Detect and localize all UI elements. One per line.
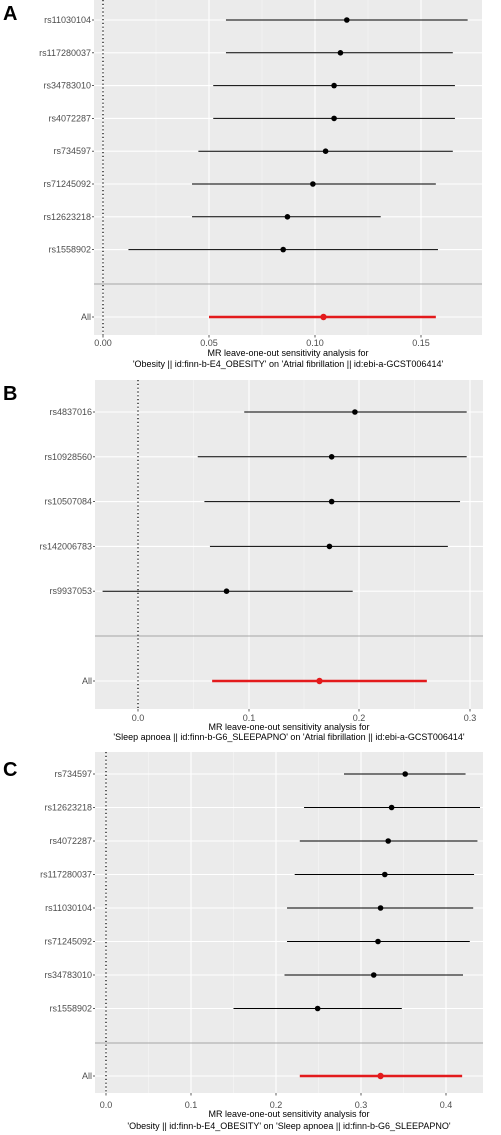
- x-tick-label: 0.4: [440, 1100, 453, 1110]
- forest-panel-c: rs734597 rs12623218 rs4072287 rs117280037 rs…: [3, 752, 483, 1131]
- plot-background: [95, 380, 483, 709]
- overall-label: All: [82, 676, 92, 686]
- estimate-point: [377, 905, 384, 911]
- plot-background: [95, 752, 483, 1093]
- x-tick-label: 0.1: [185, 1100, 198, 1110]
- estimate-point: [314, 1005, 321, 1012]
- snp-label: rs34783010: [44, 970, 92, 980]
- x-axis-title-line1: MR leave-one-out sensitivity analysis fo…: [208, 1109, 369, 1119]
- snp-label: rs117280037: [40, 870, 92, 880]
- x-tick-label: 0.00: [94, 338, 112, 348]
- x-axis-title-line2: 'Sleep apnoea || id:finn-b-G6_SLEEPAPNO'…: [113, 732, 465, 742]
- x-tick-label: 0.3: [464, 713, 477, 723]
- snp-label: rs71245092: [43, 179, 91, 189]
- estimate-point: [385, 838, 392, 844]
- estimate-point: [382, 871, 388, 878]
- panel-letter: A: [3, 3, 17, 25]
- estimate-point: [284, 214, 291, 220]
- x-axis-title-line2: 'Obesity || id:finn-b-E4_OBESITY' on 'At…: [133, 359, 444, 369]
- overall-estimate-point: [377, 1072, 384, 1080]
- panel-letter: B: [3, 383, 17, 405]
- snp-label: rs1558902: [48, 245, 91, 255]
- estimate-point: [326, 543, 333, 550]
- snp-label: rs4837016: [49, 407, 92, 417]
- estimate-point: [402, 771, 409, 777]
- snp-label: rs10928560: [44, 452, 92, 462]
- estimate-point: [388, 804, 395, 811]
- x-axis-title-line1: MR leave-one-out sensitivity analysis fo…: [208, 722, 369, 732]
- forest-panel-b: rs4837016 rs10928560 rs10507084 rs142006783…: [3, 380, 483, 742]
- snp-label: rs12623218: [43, 212, 91, 222]
- estimate-point: [322, 148, 329, 154]
- x-tick-label: 0.3: [355, 1100, 368, 1110]
- snp-label: rs4072287: [49, 836, 92, 846]
- overall-estimate-point: [316, 677, 323, 685]
- x-tick-label: 0.0: [100, 1100, 113, 1110]
- x-tick-label: 0.2: [353, 713, 366, 723]
- snp-label: rs117280037: [39, 48, 91, 58]
- snp-label: rs9937053: [49, 586, 92, 596]
- estimate-point: [344, 17, 350, 23]
- estimate-point: [352, 409, 358, 415]
- estimate-point: [328, 498, 335, 505]
- x-tick-label: 0.1: [243, 713, 256, 723]
- x-axis-title-line2: 'Obesity || id:finn-b-E4_OBESITY' on 'Sl…: [127, 1121, 451, 1131]
- snp-label: rs12623218: [44, 803, 92, 813]
- overall-label: All: [81, 312, 91, 322]
- estimate-point: [337, 50, 344, 56]
- snp-label: rs71245092: [44, 937, 92, 947]
- snp-label: rs1558902: [49, 1004, 92, 1014]
- x-axis-title-line1: MR leave-one-out sensitivity analysis fo…: [207, 348, 368, 358]
- x-tick-label: 0.05: [200, 338, 218, 348]
- estimate-point: [328, 454, 335, 460]
- snp-label: rs11030104: [45, 903, 92, 913]
- snp-label: rs4072287: [48, 113, 91, 123]
- estimate-point: [331, 115, 337, 122]
- estimate-point: [375, 938, 381, 945]
- estimate-point: [331, 82, 337, 89]
- snp-label: rs142006783: [39, 541, 92, 551]
- overall-label: All: [82, 1071, 92, 1081]
- panel-letter: C: [3, 759, 17, 781]
- x-tick-label: 0.15: [412, 338, 430, 348]
- overall-estimate-point: [320, 313, 327, 321]
- snp-label: rs34783010: [43, 81, 91, 91]
- forest-panel-a: rs11030104 rs117280037 rs34783010 rs4072287…: [3, 0, 482, 369]
- estimate-point: [310, 181, 316, 187]
- plot-background: [94, 0, 482, 335]
- snp-label: rs10507084: [44, 497, 92, 507]
- snp-label: rs734597: [54, 769, 92, 779]
- x-tick-label: 0.2: [270, 1100, 283, 1110]
- estimate-point: [223, 588, 230, 594]
- x-tick-label: 0.10: [306, 338, 324, 348]
- x-tick-label: 0.0: [132, 713, 145, 723]
- snp-label: rs734597: [53, 146, 91, 156]
- snp-label: rs11030104: [44, 15, 91, 25]
- estimate-point: [280, 246, 287, 253]
- estimate-point: [370, 972, 377, 978]
